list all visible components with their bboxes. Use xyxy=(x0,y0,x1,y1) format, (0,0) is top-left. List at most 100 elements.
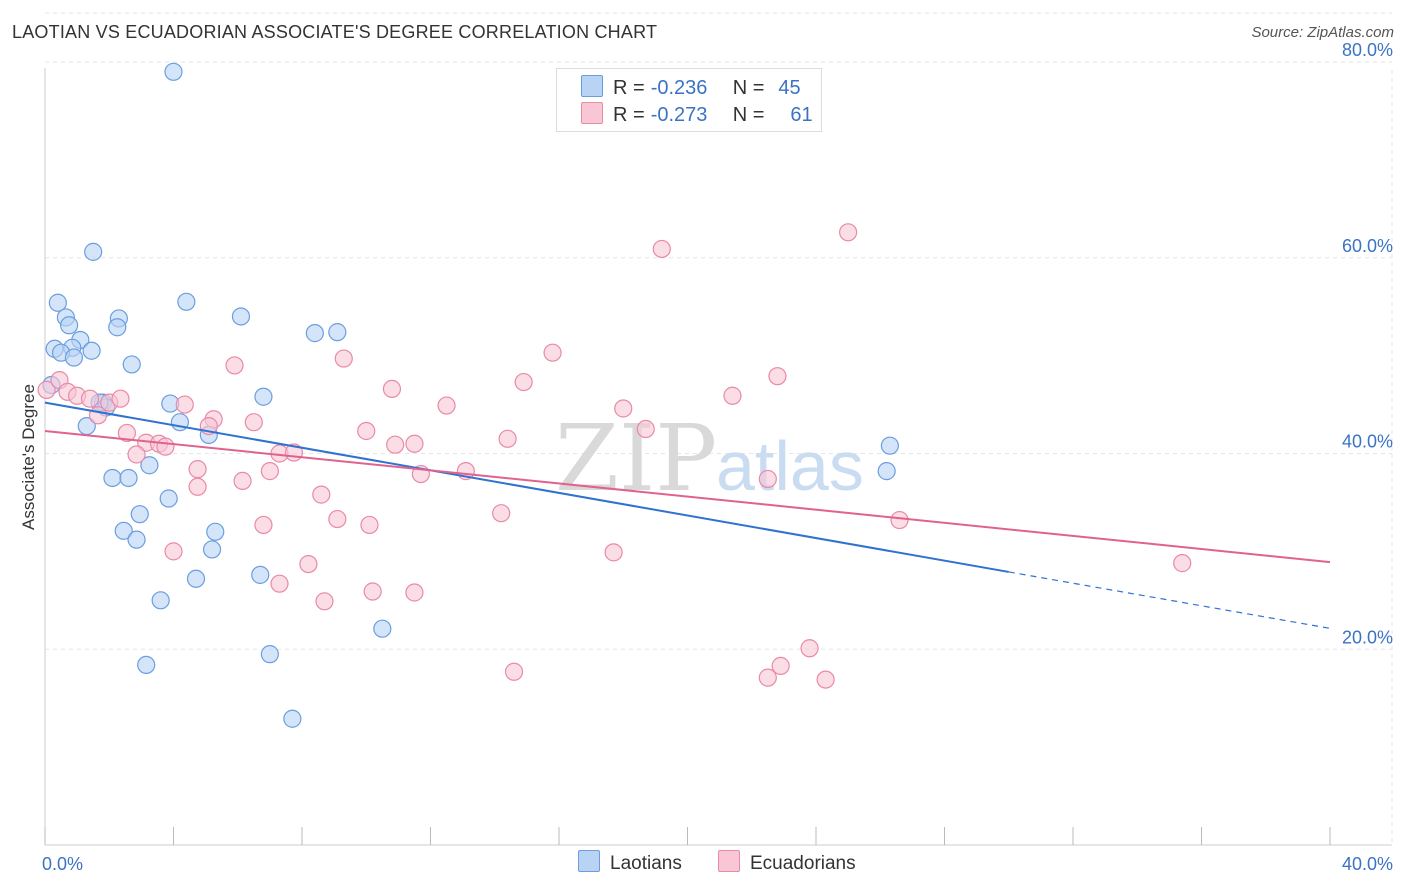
watermark: ZIP atlas xyxy=(555,405,864,512)
ecuadorian-point xyxy=(405,434,424,453)
r-value-laotians: -0.236 xyxy=(650,77,708,99)
ecuadorian-point xyxy=(88,406,108,425)
laotian-trendline xyxy=(44,401,1009,573)
laotian-point xyxy=(127,530,146,549)
ecuadorian-point xyxy=(543,343,562,362)
laotian-point xyxy=(877,462,896,481)
ecuadorian-point xyxy=(492,504,511,523)
ecuadorian-point xyxy=(382,379,402,399)
y-tick-label: 40.0% xyxy=(1342,432,1393,452)
trendlines xyxy=(44,401,1331,629)
laotian-point xyxy=(373,619,392,638)
x-tick-label-min: 0.0% xyxy=(42,854,83,874)
y-tick-label: 80.0% xyxy=(1342,40,1393,60)
n-value-ecuadorians: 61 xyxy=(790,104,813,126)
laotian-point xyxy=(48,293,67,312)
laotian-point xyxy=(177,292,196,311)
ecuadorian-point xyxy=(37,380,56,399)
legend-item-laotians: Laotians xyxy=(578,850,682,875)
ecuadorian-point xyxy=(111,389,130,408)
data-points xyxy=(37,62,1192,728)
legend-row-ecuadorians: R = -0.273 N = 61 xyxy=(581,102,813,126)
ecuadorian-point xyxy=(890,510,909,530)
laotian-trendline-extension xyxy=(1008,571,1331,629)
ecuadorians-legend-swatch-icon xyxy=(718,850,740,872)
laotian-point xyxy=(119,468,138,488)
ecuadorian-point xyxy=(758,668,777,687)
ecuadorian-point xyxy=(363,582,382,601)
laotians-legend-swatch-icon xyxy=(578,850,600,872)
laotian-point xyxy=(114,521,133,540)
ecuadorian-point xyxy=(225,356,244,375)
ecuadorian-point xyxy=(260,462,279,481)
ecuadorian-point xyxy=(360,515,379,535)
r-label: R = xyxy=(613,77,645,99)
ecuadorian-point xyxy=(816,670,835,689)
ecuadorian-point xyxy=(188,460,207,479)
laotian-point xyxy=(103,468,122,488)
laotian-point xyxy=(59,316,79,335)
laotian-point xyxy=(283,709,302,728)
n-label: N = xyxy=(732,77,765,99)
ecuadorian-point xyxy=(244,413,263,432)
laotian-point xyxy=(260,645,279,664)
ecuadorian-point xyxy=(839,223,858,242)
ecuadorian-point xyxy=(768,367,787,386)
ecuadorian-point xyxy=(636,419,655,439)
legend-row-laotians: R = -0.236 N = 45 xyxy=(581,75,801,99)
ecuadorian-point xyxy=(188,477,207,496)
ecuadorian-point xyxy=(233,471,252,491)
ecuadorian-point xyxy=(80,389,100,408)
ecuadorian-point xyxy=(800,639,819,658)
laotian-point xyxy=(84,242,103,261)
laotian-point xyxy=(202,540,222,559)
ecuadorian-point xyxy=(156,437,175,456)
laotian-point xyxy=(64,348,84,367)
ecuadorian-point xyxy=(504,662,524,681)
n-label: N = xyxy=(732,104,765,126)
legend-label-ecuadorians: Ecuadorians xyxy=(750,853,856,874)
laotian-point xyxy=(122,355,141,374)
ecuadorian-point xyxy=(175,395,194,414)
ecuadorian-point xyxy=(652,239,671,259)
ecuadorian-point xyxy=(386,435,405,454)
ecuadorian-point xyxy=(604,543,623,562)
ecuadorian-point xyxy=(334,349,353,368)
ecuadorian-point xyxy=(315,592,334,611)
source-label: Source: ZipAtlas.com xyxy=(1251,24,1394,41)
n-value-laotians: 45 xyxy=(778,77,801,99)
ecuadorian-point xyxy=(299,554,318,574)
ecuadorians-swatch-icon xyxy=(581,102,603,124)
legend-label-laotians: Laotians xyxy=(610,853,682,874)
ecuadorian-point xyxy=(614,399,633,418)
y-tick-label: 60.0% xyxy=(1342,236,1393,256)
ecuadorian-point xyxy=(164,542,183,561)
laotian-point xyxy=(305,324,324,343)
ecuadorian-trendline xyxy=(44,429,1331,564)
watermark-zip: ZIP xyxy=(555,405,717,512)
laotian-point xyxy=(82,341,101,360)
ecuadorian-point xyxy=(514,372,533,392)
series-legend: Laotians Ecuadorians xyxy=(0,850,1406,878)
laotian-point xyxy=(130,505,149,524)
ecuadorian-point xyxy=(270,574,289,593)
correlation-legend: R = -0.236 N = 45 R = -0.273 N = 61 xyxy=(556,68,822,132)
ecuadorian-point xyxy=(723,386,742,405)
y-tick-label: 20.0% xyxy=(1342,627,1393,647)
ecuadorian-point xyxy=(405,583,424,602)
legend-item-ecuadorians: Ecuadorians xyxy=(718,850,856,875)
laotian-point xyxy=(151,591,170,610)
watermark-atlas: atlas xyxy=(716,427,864,505)
chart-title: LAOTIAN VS ECUADORIAN ASSOCIATE'S DEGREE… xyxy=(12,22,658,42)
ecuadorian-point xyxy=(254,515,273,535)
laotian-point xyxy=(108,318,127,337)
ecuadorian-point xyxy=(1173,554,1192,573)
ecuadorian-point xyxy=(357,421,376,441)
r-label: R = xyxy=(613,104,645,126)
r-value-ecuadorians: -0.273 xyxy=(650,104,708,126)
x-tick-label-max: 40.0% xyxy=(1342,854,1393,874)
ecuadorian-point xyxy=(312,485,331,504)
y-axis-label: Associate's Degree xyxy=(19,384,38,530)
laotian-point xyxy=(254,387,273,406)
